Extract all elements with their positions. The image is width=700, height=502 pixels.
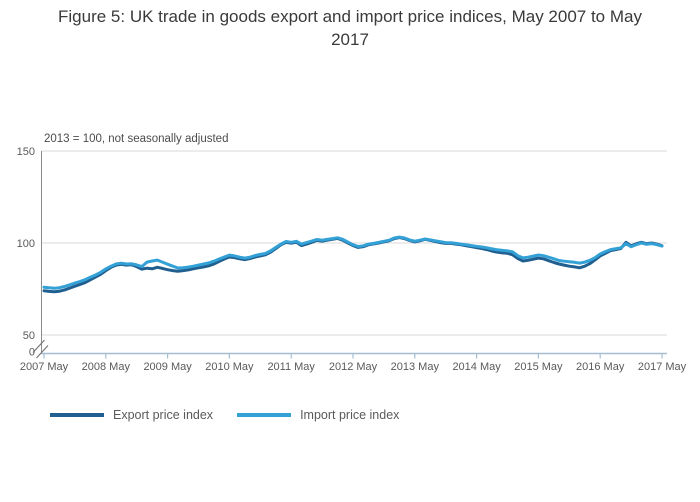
x-tick-label: 2013 May <box>391 361 440 373</box>
y-tick-label: 100 <box>17 238 35 250</box>
chart-title: Figure 5: UK trade in goods export and i… <box>58 7 642 49</box>
axis-break-mark <box>36 345 49 359</box>
legend-item-import: Import price index <box>237 408 399 422</box>
export-price-line <box>42 236 664 294</box>
chart-subtitle: 2013 = 100, not seasonally adjusted <box>44 133 229 145</box>
legend-label-export: Export price index <box>113 408 214 422</box>
legend: Export price index Import price index <box>50 408 399 422</box>
x-tick-label: 2014 May <box>452 361 501 373</box>
import-price-line <box>42 235 664 290</box>
x-tick-label: 2016 May <box>576 361 625 373</box>
import-line-swatch <box>237 413 292 417</box>
x-tick-label: 2007 May <box>20 361 69 373</box>
x-tick-label: 2012 May <box>329 361 378 373</box>
legend-label-import: Import price index <box>300 408 400 422</box>
y-tick-label: 50 <box>23 330 35 342</box>
y-tick-label: 0 <box>29 347 35 359</box>
x-tick-label: 2008 May <box>82 361 131 373</box>
legend-item-export: Export price index <box>50 408 213 422</box>
x-tick-label: 2017 May <box>638 361 687 373</box>
export-line-swatch <box>50 413 104 417</box>
x-tick-label: 2009 May <box>143 361 192 373</box>
axis-break-mark <box>32 339 45 353</box>
x-tick-label: 2015 May <box>514 361 563 373</box>
x-tick-label: 2010 May <box>205 361 254 373</box>
y-tick-label: 150 <box>17 146 35 158</box>
x-tick-label: 2011 May <box>267 361 315 373</box>
